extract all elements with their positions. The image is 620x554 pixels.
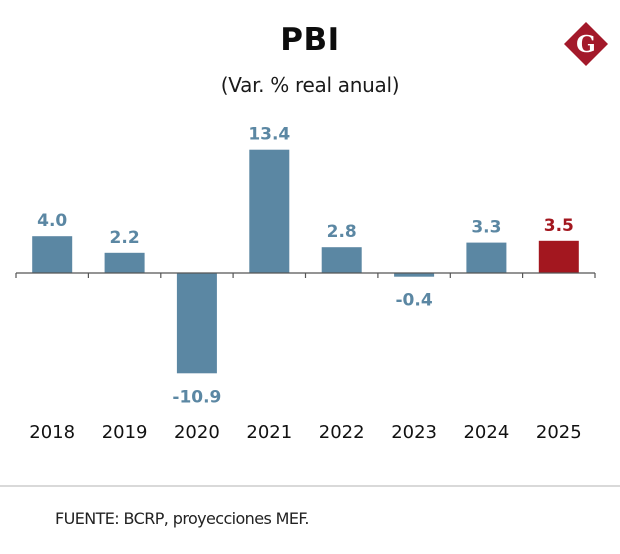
gestion-logo-icon: G <box>564 22 608 66</box>
source-note: FUENTE: BCRP, proyecciones MEF. <box>55 509 310 528</box>
value-label-2020: -10.9 <box>172 387 221 407</box>
footer-divider <box>0 485 620 487</box>
bar-2020 <box>176 273 217 374</box>
x-tick-label-2023: 2023 <box>391 422 437 443</box>
x-tick-label-2019: 2019 <box>102 422 148 443</box>
x-tick-label-2024: 2024 <box>463 422 509 443</box>
bar-2024 <box>466 242 507 273</box>
bar-2022 <box>321 247 362 273</box>
value-label-2021: 13.4 <box>248 125 290 145</box>
bar-chart: 4.0 2.2 -10.9 13.4 2.8 -0.4 3.3 3.5 2018 2019 202… <box>15 125 596 443</box>
bar-2019 <box>104 252 145 273</box>
x-tick-labels-layer: 2018 2019 2020 2021 2022 2023 2024 2025 <box>29 422 581 443</box>
bars-layer <box>32 149 579 374</box>
value-label-2025: 3.5 <box>544 216 574 236</box>
value-label-2022: 2.8 <box>327 222 357 242</box>
value-labels-layer: 4.0 2.2 -10.9 13.4 2.8 -0.4 3.3 3.5 <box>37 125 574 408</box>
x-tick-label-2025: 2025 <box>536 422 582 443</box>
logo-letter: G <box>576 31 596 58</box>
chart-subtitle: (Var. % real anual) <box>220 73 400 97</box>
value-label-2018: 4.0 <box>37 211 67 231</box>
x-tick-label-2020: 2020 <box>174 422 220 443</box>
x-tick-label-2022: 2022 <box>319 422 365 443</box>
bar-2018 <box>32 236 73 273</box>
value-label-2023: -0.4 <box>396 291 433 311</box>
x-tick-label-2018: 2018 <box>29 422 75 443</box>
x-tick-label-2021: 2021 <box>246 422 292 443</box>
value-label-2019: 2.2 <box>110 228 140 248</box>
bar-2025 <box>538 240 579 273</box>
bar-2023 <box>394 273 435 277</box>
logo-diamond <box>564 22 608 66</box>
value-label-2024: 3.3 <box>471 218 501 238</box>
x-axis <box>15 272 596 278</box>
chart-title: PBI <box>280 22 340 58</box>
bar-2021 <box>249 149 290 273</box>
